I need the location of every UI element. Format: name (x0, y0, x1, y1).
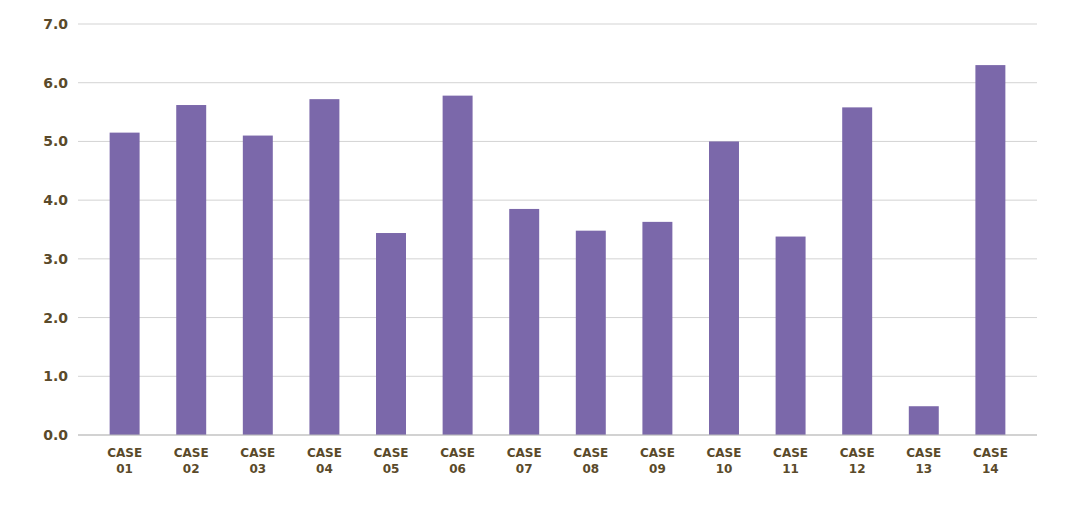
x-tick-label: CASE 08 (573, 446, 608, 476)
page: {"chart_data": {"type": "bar", "categori… (0, 0, 1065, 519)
x-tick-label-line: 01 (116, 462, 133, 476)
x-tick-label: CASE 11 (773, 446, 808, 476)
bar (975, 65, 1005, 435)
grid-line (78, 317, 1037, 318)
y-tick-label: 1.0 (43, 368, 68, 384)
x-tick-label-line: 02 (183, 462, 200, 476)
x-tick-label-line: CASE (573, 446, 608, 460)
x-tick-label-line: 05 (383, 462, 400, 476)
bar (576, 231, 606, 435)
x-tick-label: CASE 06 (440, 446, 475, 476)
grid-line (78, 141, 1037, 142)
x-tick-label-line: CASE (174, 446, 209, 460)
x-tick-label-line: CASE (507, 446, 542, 460)
x-tick-labels: CASE01CASE02CASE03CASE04CASE05CASE06CASE… (107, 446, 1008, 476)
x-tick-label: CASE 02 (174, 446, 209, 476)
bar (309, 99, 339, 435)
bar (176, 105, 206, 435)
x-tick-label: CASE 07 (507, 446, 542, 476)
bar (642, 222, 672, 435)
grid-line (78, 82, 1037, 83)
x-tick-label: CASE 09 (640, 446, 675, 476)
chart-container: 0.01.02.03.04.05.06.07.0CASE01CASE02CASE… (0, 0, 1065, 519)
x-tick-label: CASE 01 (107, 446, 142, 476)
x-tick-label-line: CASE (773, 446, 808, 460)
y-tick-label: 2.0 (43, 310, 68, 326)
x-tick-label-line: 04 (316, 462, 333, 476)
x-axis-line (78, 435, 1037, 436)
x-tick-label-line: 10 (716, 462, 733, 476)
y-tick-label: 6.0 (43, 75, 68, 91)
x-tick-label-line: CASE (640, 446, 675, 460)
x-tick-label: CASE 14 (973, 446, 1008, 476)
x-tick-label-line: 06 (449, 462, 466, 476)
x-tick-label: CASE 04 (307, 446, 342, 476)
bar (909, 406, 939, 435)
x-tick-label-line: CASE (307, 446, 342, 460)
bar (509, 209, 539, 435)
grid-line (78, 258, 1037, 259)
x-tick-label-line: CASE (973, 446, 1008, 460)
x-tick-label-line: 08 (582, 462, 599, 476)
x-tick-label-line: 12 (849, 462, 866, 476)
x-tick-label-line: CASE (440, 446, 475, 460)
x-tick-label-line: CASE (107, 446, 142, 460)
grid-line (78, 435, 1037, 436)
x-tick-label-line: CASE (374, 446, 409, 460)
bar (709, 141, 739, 435)
y-tick-label: 5.0 (43, 133, 68, 149)
x-tick-label-line: CASE (840, 446, 875, 460)
x-tick-label-line: 07 (516, 462, 533, 476)
x-tick-label: CASE 12 (840, 446, 875, 476)
x-tick-label-line: CASE (240, 446, 275, 460)
x-tick-label-line: 09 (649, 462, 666, 476)
x-tick-label: CASE 03 (240, 446, 275, 476)
bar (443, 96, 473, 435)
x-tick-label-line: 03 (249, 462, 266, 476)
bar (776, 237, 806, 435)
x-tick-label-line: 11 (782, 462, 799, 476)
grid-line (78, 376, 1037, 377)
bars (110, 65, 1006, 435)
x-tick-label-line: 13 (915, 462, 932, 476)
bar (110, 133, 140, 435)
chart-svg: 0.01.02.03.04.05.06.07.0CASE01CASE02CASE… (0, 0, 1065, 519)
y-tick-label: 4.0 (43, 192, 68, 208)
x-tick-label-line: 14 (982, 462, 999, 476)
y-tick-label: 3.0 (43, 251, 68, 267)
x-tick-label: CASE 05 (374, 446, 409, 476)
x-tick-label-line: CASE (906, 446, 941, 460)
x-tick-label: CASE 10 (707, 446, 742, 476)
y-tick-label: 0.0 (43, 427, 68, 443)
y-tick-labels: 0.0 1.0 2.0 3.0 4.0 5.0 6.0 7.0 (43, 16, 68, 443)
y-tick-label: 7.0 (43, 16, 68, 32)
bar (376, 233, 406, 435)
grid-line (78, 24, 1037, 25)
bar (243, 136, 273, 435)
y-grid (78, 24, 1037, 435)
bar (842, 107, 872, 435)
x-tick-label: CASE 13 (906, 446, 941, 476)
grid-line (78, 200, 1037, 201)
x-tick-label-line: CASE (707, 446, 742, 460)
